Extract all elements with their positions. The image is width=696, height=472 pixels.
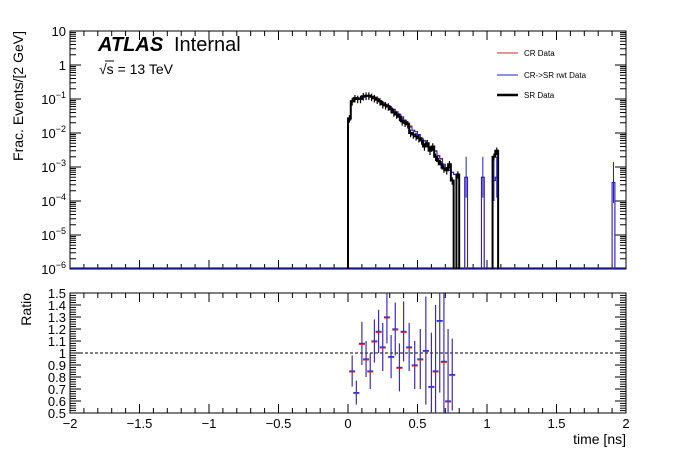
y-tick-exponent: −3: [56, 158, 66, 168]
energy-label: √s = 13 TeV: [99, 61, 174, 77]
ratio-y-tick-label: 1.5: [48, 286, 66, 301]
x-tick-label: −1: [202, 416, 217, 431]
ratio-y-tick-label: 1.4: [48, 298, 66, 313]
energy-value: = 13 TeV: [114, 61, 174, 77]
y-tick-label: 10−3: [41, 158, 66, 175]
y-tick-base: 10: [52, 24, 66, 39]
x-tick-label: −0.5: [266, 416, 292, 431]
y-tick-exponent: −4: [56, 192, 66, 202]
y-tick-base: 1: [59, 58, 66, 73]
y-tick-label: 10−1: [41, 90, 66, 107]
y-tick-base: 10: [41, 126, 55, 141]
ratio-y-axis: 0.50.60.70.80.911.11.21.31.41.5: [48, 286, 626, 421]
y-tick-exponent: −1: [56, 90, 66, 100]
top-y-axis-title: Frac. Events/[2 GeV]: [10, 31, 26, 161]
legend-cr-label: CR Data: [524, 49, 555, 58]
y-tick-label: 10: [52, 24, 66, 39]
y-tick-base: 10: [41, 160, 55, 175]
ratio-x-axis: −2 −1.5 −1 −0.5 0 0.5 1 1.5 2: [63, 293, 630, 431]
ratio-points: [349, 293, 456, 413]
atlas-label: ATLAS: [97, 34, 164, 56]
x-tick-label: 1.5: [547, 416, 565, 431]
y-tick-base: 10: [41, 228, 55, 243]
x-tick-label: −1.5: [127, 416, 153, 431]
x-tick-label: 0: [344, 416, 351, 431]
legend-rwt-label: CR->SR rwt Data: [524, 71, 587, 80]
rwt-histogram: [347, 95, 616, 269]
ratio-y-tick-label: 1.3: [48, 310, 66, 325]
y-tick-base: 10: [41, 92, 55, 107]
ratio-y-tick-label: 0.7: [48, 382, 66, 397]
x-tick-label: −2: [63, 416, 78, 431]
y-tick-exponent: −5: [56, 226, 66, 236]
legend-sr-label: SR Data: [524, 91, 555, 100]
ratio-y-tick-label: 0.6: [48, 394, 66, 409]
ratio-y-tick-label: 0.5: [48, 406, 66, 421]
x-tick-label: 0.5: [408, 416, 426, 431]
y-tick-exponent: −2: [56, 124, 66, 134]
y-tick-label: 10−4: [41, 192, 66, 209]
ratio-y-axis-title: Ratio: [18, 293, 34, 326]
ratio-y-tick-label: 1: [59, 346, 66, 361]
y-tick-base: 10: [41, 262, 55, 277]
y-tick-label: 10−6: [41, 260, 66, 277]
ratio-y-tick-label: 1.2: [48, 322, 66, 337]
y-tick-exponent: −6: [56, 260, 66, 270]
ratio-y-tick-label: 0.8: [48, 370, 66, 385]
y-tick-label: 1: [59, 58, 66, 73]
ratio-y-tick-label: 1.1: [48, 334, 66, 349]
sr-histogram: [347, 94, 500, 269]
energy-sqrt: √s: [99, 61, 114, 77]
ratio-panel: 0.50.60.70.80.911.11.21.31.41.5 −2 −1.5 −1…: [18, 286, 630, 447]
y-tick-base: 10: [41, 194, 55, 209]
x-axis-title: time [ns]: [573, 431, 626, 447]
top-histograms: [70, 92, 626, 269]
internal-label: Internal: [174, 34, 241, 56]
y-tick-label: 10−2: [41, 124, 66, 141]
x-tick-label: 1: [483, 416, 490, 431]
x-tick-label: 2: [622, 416, 629, 431]
ratio-y-tick-label: 0.9: [48, 358, 66, 373]
legend: CR Data CR->SR rwt Data SR Data: [497, 49, 587, 100]
y-tick-label: 10−5: [41, 226, 66, 243]
